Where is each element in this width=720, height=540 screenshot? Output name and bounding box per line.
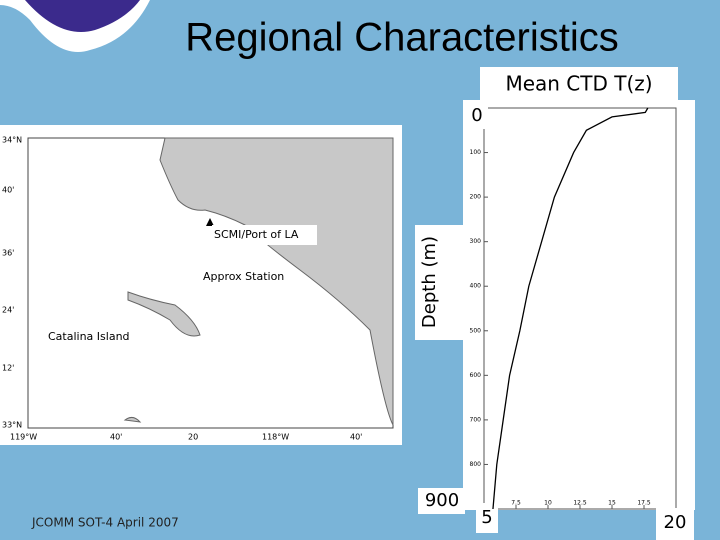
x-tick-label: 10 [544,500,552,507]
plot [463,100,695,510]
lat-label: 40' [2,186,14,195]
place-label: Catalina Island [48,330,130,343]
footer: JCOMM SOT-4 April 2007 [31,516,179,530]
x-tick-label: 20 [664,512,687,533]
y-tick-label: 0 [471,105,482,126]
station-marker [206,218,214,226]
lon-label: 119°W [10,433,37,442]
lon-label: 118°W [262,433,289,442]
y-tick-label: 200 [470,194,482,201]
y-tick-label: 800 [470,461,482,468]
island [123,416,142,423]
map [0,125,402,445]
place-label: SCMI/Port of LA [214,228,299,241]
x-tick-label: 7.5 [511,500,521,507]
lat-label: 12' [2,364,14,373]
plot-bg [463,100,695,510]
lat-label: 36' [2,249,14,258]
place-label: Approx Station [203,270,284,283]
y-tick-label: 400 [470,283,482,290]
label-box [415,225,463,340]
x-tick-label: 15 [608,500,616,507]
label-box [656,508,694,540]
y-tick-label: 300 [470,238,482,245]
lon-label: 20 [188,433,198,442]
y-tick-label: 700 [470,416,482,423]
slide-title: Regional Characteristics [185,16,619,60]
x-tick-label: 12.5 [573,500,587,507]
label-box [466,103,488,129]
y-axis-label: Depth (m) [419,236,440,328]
y-tick-label: 900 [425,490,459,511]
lat-label: 34°N [2,136,22,145]
y-tick-label: 500 [470,327,482,334]
lat-label: 33°N [2,421,22,430]
label-bg [212,225,317,245]
island [127,291,201,337]
lat-label: 24' [2,306,14,315]
profile-line [492,107,649,510]
label-box [418,488,465,514]
label-box [476,503,498,533]
y-tick-label: 600 [470,372,482,379]
y-tick-label: 100 [470,149,482,156]
lon-label: 40' [110,433,122,442]
lon-label: 40' [350,433,362,442]
logo-mark [25,0,140,32]
x-tick-label: 17.5 [637,500,651,507]
x-tick-label: 5 [481,507,492,528]
title-box [480,67,678,100]
chart-title: Mean CTD T(z) [505,72,652,96]
